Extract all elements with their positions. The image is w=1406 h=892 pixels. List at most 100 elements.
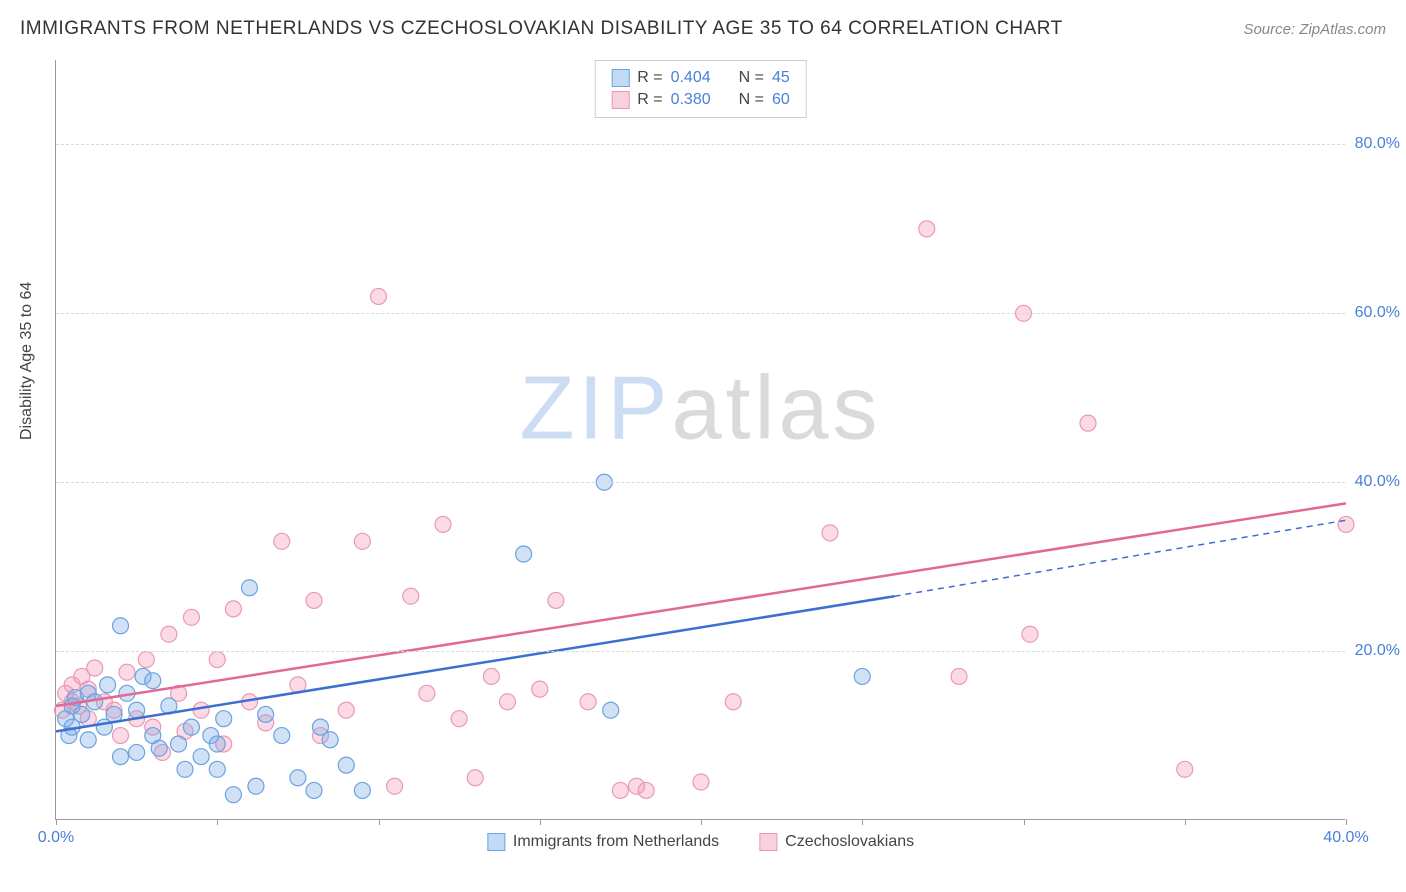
y-tick-label: 60.0% (1355, 304, 1400, 322)
data-point (1080, 415, 1096, 431)
data-point (74, 706, 90, 722)
data-point (725, 694, 741, 710)
x-tick (1346, 819, 1347, 825)
correlation-legend: R = 0.404 N = 45 R = 0.380 N = 60 (594, 60, 807, 118)
data-point (209, 761, 225, 777)
data-point (403, 588, 419, 604)
gridline-h (56, 144, 1345, 145)
regression-line (56, 596, 895, 731)
data-point (338, 702, 354, 718)
y-tick-label: 80.0% (1355, 135, 1400, 153)
data-point (242, 580, 258, 596)
data-point (638, 782, 654, 798)
regression-line-extrapolated (895, 520, 1347, 596)
data-point (1177, 761, 1193, 777)
data-point (129, 744, 145, 760)
data-point (854, 668, 870, 684)
data-point (371, 288, 387, 304)
data-point (603, 702, 619, 718)
data-point (822, 525, 838, 541)
legend-swatch-0 (611, 69, 629, 87)
data-point (532, 681, 548, 697)
y-axis-label: Disability Age 35 to 64 (18, 282, 36, 440)
data-point (500, 694, 516, 710)
data-point (138, 652, 154, 668)
gridline-h (56, 651, 1345, 652)
data-point (612, 782, 628, 798)
data-point (1022, 626, 1038, 642)
data-point (183, 719, 199, 735)
data-point (171, 736, 187, 752)
data-point (483, 668, 499, 684)
n-label-0: N = (739, 69, 764, 87)
data-point (274, 533, 290, 549)
data-point (951, 668, 967, 684)
data-point (467, 770, 483, 786)
n-label-1: N = (739, 91, 764, 109)
legend-item-netherlands: Immigrants from Netherlands (487, 833, 719, 851)
data-point (516, 546, 532, 562)
data-point (306, 782, 322, 798)
data-point (354, 782, 370, 798)
x-tick (1185, 819, 1186, 825)
legend-swatch-czech (759, 833, 777, 851)
source-citation: Source: ZipAtlas.com (1243, 21, 1386, 38)
x-tick (56, 819, 57, 825)
data-point (580, 694, 596, 710)
data-point (87, 660, 103, 676)
chart-title: IMMIGRANTS FROM NETHERLANDS VS CZECHOSLO… (20, 18, 1063, 40)
legend-swatch-netherlands (487, 833, 505, 851)
regression-line (56, 503, 1346, 706)
data-point (113, 749, 129, 765)
legend-item-czech: Czechoslovakians (759, 833, 914, 851)
legend-row-series-0: R = 0.404 N = 45 (611, 67, 790, 89)
data-point (248, 778, 264, 794)
data-point (225, 601, 241, 617)
y-tick-label: 40.0% (1355, 473, 1400, 491)
data-point (113, 728, 129, 744)
gridline-h (56, 313, 1345, 314)
data-point (435, 516, 451, 532)
data-point (177, 761, 193, 777)
r-value-0: 0.404 (671, 69, 711, 87)
data-point (209, 736, 225, 752)
chart-svg (56, 60, 1345, 819)
data-point (113, 618, 129, 634)
data-point (100, 677, 116, 693)
x-tick (379, 819, 380, 825)
data-point (290, 770, 306, 786)
data-point (80, 732, 96, 748)
data-point (193, 702, 209, 718)
data-point (387, 778, 403, 794)
n-value-0: 45 (772, 69, 790, 87)
data-point (338, 757, 354, 773)
x-tick (540, 819, 541, 825)
data-point (354, 533, 370, 549)
data-point (919, 221, 935, 237)
data-point (258, 706, 274, 722)
y-tick-label: 20.0% (1355, 642, 1400, 660)
data-point (548, 592, 564, 608)
data-point (183, 609, 199, 625)
data-point (151, 740, 167, 756)
legend-label-netherlands: Immigrants from Netherlands (513, 833, 719, 851)
data-point (161, 626, 177, 642)
data-point (451, 711, 467, 727)
r-value-1: 0.380 (671, 91, 711, 109)
gridline-h (56, 482, 1345, 483)
data-point (306, 592, 322, 608)
data-point (1338, 516, 1354, 532)
n-value-1: 60 (772, 91, 790, 109)
data-point (693, 774, 709, 790)
data-point (419, 685, 435, 701)
legend-label-czech: Czechoslovakians (785, 833, 914, 851)
x-tick (701, 819, 702, 825)
legend-row-series-1: R = 0.380 N = 60 (611, 89, 790, 111)
x-tick (862, 819, 863, 825)
r-label-1: R = (637, 91, 662, 109)
x-tick-label: 40.0% (1323, 829, 1368, 847)
data-point (119, 664, 135, 680)
x-tick-label: 0.0% (38, 829, 74, 847)
r-label-0: R = (637, 69, 662, 87)
data-point (145, 673, 161, 689)
